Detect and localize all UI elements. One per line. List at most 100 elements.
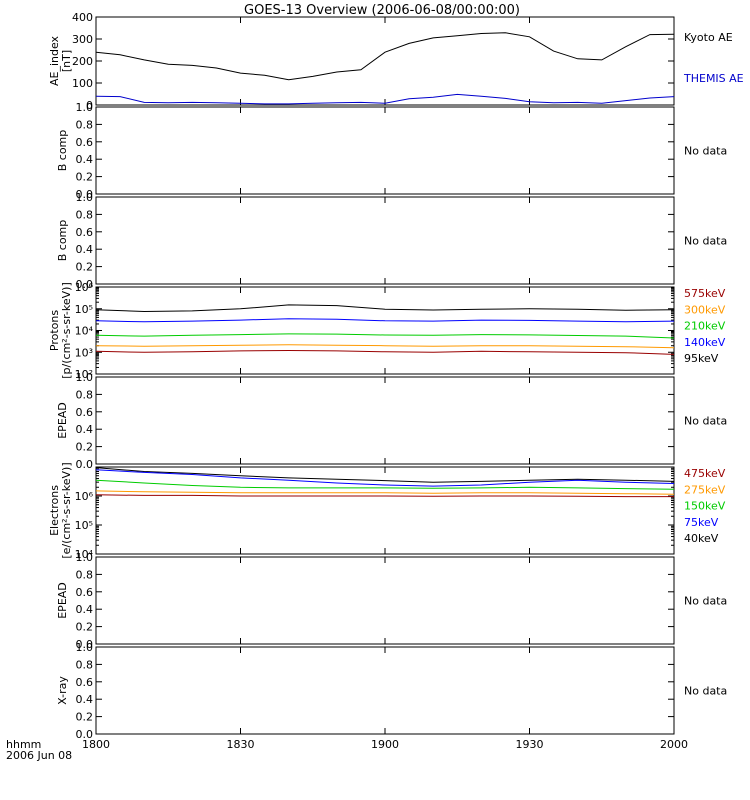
series-line-575kev (95, 349, 675, 355)
y-tick-label: 0 (86, 99, 93, 112)
y-tick-label: 1.0 (76, 551, 94, 564)
y-tick-label: 0.8 (76, 658, 94, 671)
x-tick-label: 1930 (516, 738, 544, 751)
y-tick-label: 10⁴ (75, 325, 94, 338)
y-tick-label: 1.0 (76, 191, 94, 204)
legend-entry: 75keV (684, 516, 719, 529)
series-line-75kev (95, 469, 675, 487)
y-axis-label: AE_index (48, 35, 61, 86)
y-tick-label: 10⁶ (75, 490, 94, 503)
series-line-140kev (95, 318, 675, 323)
y-tick-label: 1.0 (76, 101, 94, 114)
y-tick-label: 0.8 (76, 118, 94, 131)
time-axis-unit-label: hhmm (6, 738, 41, 751)
y-axis-label: Electrons (48, 485, 61, 536)
legend-entry: 475keV (684, 467, 726, 480)
y-tick-label: 1.0 (76, 371, 94, 384)
series-line-kyoto-ae (95, 32, 675, 81)
legend-entry: THEMIS AE (683, 72, 744, 85)
y-tick-label: 0.0 (76, 278, 94, 291)
series-line-210kev (95, 333, 675, 339)
y-tick-label: 0.8 (76, 208, 94, 221)
y-tick-label: 0.2 (76, 171, 94, 184)
y-axis-label: B comp (56, 130, 69, 172)
no-data-label: No data (684, 685, 727, 698)
series-line-275kev (95, 490, 675, 495)
y-axis-label: B comp (56, 220, 69, 262)
y-tick-label: 0.0 (76, 458, 94, 471)
y-tick-label: 10⁵ (75, 519, 93, 532)
y-tick-label: 10⁵ (75, 303, 93, 316)
y-tick-label: 0.0 (76, 728, 94, 741)
panel-frame-bcomp1 (95, 106, 675, 195)
figure-title: GOES-13 Overview (2006-06-08/00:00:00) (244, 3, 520, 18)
y-axis-label: EPEAD (56, 582, 69, 619)
x-tick-label: 1900 (371, 738, 399, 751)
y-tick-label: 0.2 (76, 711, 94, 724)
y-tick-label: 0.2 (76, 261, 94, 274)
panel-frame-ae (95, 16, 675, 106)
y-tick-label: 0.6 (76, 136, 94, 149)
y-tick-label: 100 (72, 77, 93, 90)
no-data-label: No data (684, 235, 727, 248)
y-tick-label: 10⁴ (75, 548, 94, 561)
legend-entry: 95keV (684, 352, 719, 365)
x-tick-label: 1830 (227, 738, 255, 751)
no-data-label: No data (684, 145, 727, 158)
y-tick-label: 0.2 (76, 621, 94, 634)
y-axis-unit-label: [e/(cm²-s-sr-keV)] (60, 462, 73, 558)
panel-frame-epead1 (95, 376, 675, 465)
no-data-label: No data (684, 595, 727, 608)
legend-entry: 575keV (684, 287, 726, 300)
y-axis-unit-label: [p/(cm²-s-sr-keV)] (60, 282, 73, 379)
legend-entry: 40keV (684, 532, 719, 545)
y-axis-unit-label: [nT] (60, 50, 73, 72)
legend-entry: 275keV (684, 483, 726, 496)
series-line-95kev (95, 304, 675, 313)
y-tick-label: 0.0 (76, 638, 94, 651)
y-tick-label: 0.6 (76, 226, 94, 239)
y-tick-label: 300 (72, 33, 93, 46)
y-tick-label: 0.6 (76, 676, 94, 689)
panel-frame-xray (95, 646, 675, 735)
y-tick-label: 0.6 (76, 586, 94, 599)
y-tick-label: 200 (72, 55, 93, 68)
y-axis-label: EPEAD (56, 402, 69, 439)
legend-entry: Kyoto AE (684, 31, 733, 44)
x-tick-label: 1800 (82, 738, 110, 751)
legend-entry: 210keV (684, 320, 726, 333)
x-tick-label: 2000 (660, 738, 688, 751)
series-line-themis-ae (95, 93, 675, 105)
legend-entry: 140keV (684, 336, 726, 349)
y-tick-label: 0.8 (76, 568, 94, 581)
y-tick-label: 0.0 (76, 188, 94, 201)
y-tick-label: 0.4 (76, 243, 94, 256)
y-tick-label: 0.4 (76, 423, 94, 436)
y-tick-label: 10² (75, 368, 93, 381)
time-axis-date-label: 2006 Jun 08 (6, 749, 72, 762)
y-tick-label: 400 (72, 11, 93, 24)
y-tick-label: 0.4 (76, 693, 94, 706)
panel-frame-bcomp2 (95, 196, 675, 285)
y-tick-label: 0.8 (76, 388, 94, 401)
panel-frame-epead2 (95, 556, 675, 645)
y-tick-label: 0.6 (76, 406, 94, 419)
legend-entry: 300keV (684, 303, 726, 316)
panel-frame-protons (95, 286, 675, 375)
y-tick-label: 0.2 (76, 441, 94, 454)
series-line-475kev (95, 494, 674, 498)
y-axis-label: Protons (48, 310, 61, 351)
y-tick-label: 0.4 (76, 603, 94, 616)
legend-entry: 150keV (684, 500, 726, 513)
series-line-40kev (95, 467, 675, 483)
y-axis-label: X-ray (56, 676, 69, 705)
y-tick-label: 1.0 (76, 641, 94, 654)
y-tick-label: 10³ (75, 346, 93, 359)
series-line-150kev (95, 479, 675, 490)
no-data-label: No data (684, 415, 727, 428)
y-tick-label: 0.4 (76, 153, 94, 166)
series-line-300kev (95, 344, 675, 349)
panel-frame-electrons (95, 466, 675, 555)
